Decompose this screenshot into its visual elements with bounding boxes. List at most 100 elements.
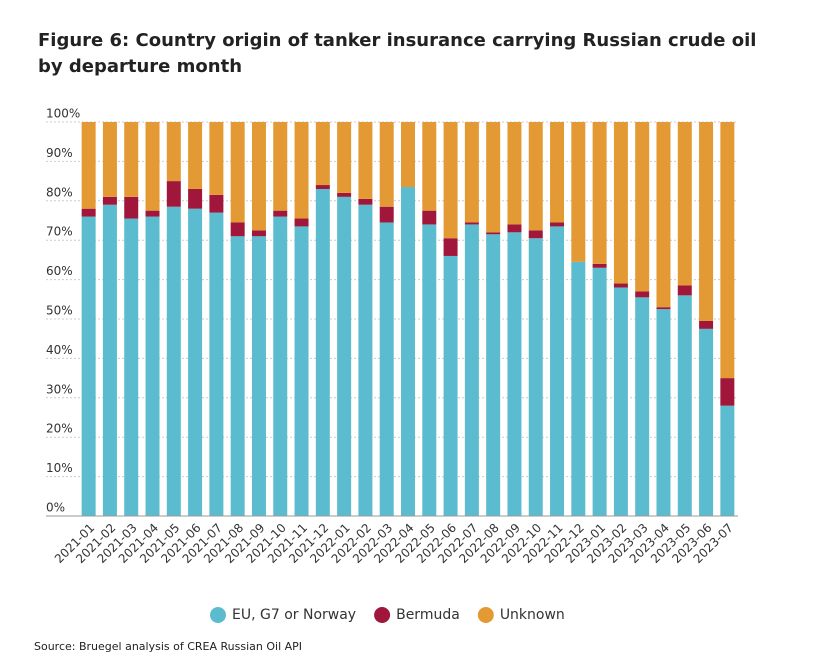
bar-segment [209,194,224,213]
y-tick-label: 90% [46,146,73,160]
bar-segment [81,208,96,217]
y-tick-label: 10% [46,461,73,475]
bar-segment [443,255,458,516]
bar-segment [145,122,160,211]
bar-segment [102,196,117,205]
bar-segment [166,181,181,207]
bar-segment [571,122,586,262]
y-tick-label: 70% [46,225,73,239]
bar-segment [464,122,479,223]
bar-segment [677,295,692,516]
bar-segment [528,122,543,231]
bar-segment [273,122,288,211]
legend-label: Bermuda [396,607,460,623]
bar-segment [124,122,139,197]
y-tick-label: 0% [46,501,65,515]
bar-segment [337,122,352,193]
bar-segment [550,122,565,223]
bar-segment [379,222,394,516]
bar-segment [209,122,224,195]
bar-segment [337,192,352,197]
y-tick-label: 20% [46,422,73,436]
bar-segment [273,216,288,516]
bar-segment [571,261,586,516]
bar-segment [315,122,330,186]
y-tick-label: 40% [46,343,73,357]
bar-segment [656,309,671,516]
bar-segment [188,188,203,209]
bar-segment [230,122,245,223]
bar-segment [315,188,330,517]
bar-segment [486,232,501,235]
bar-segment [401,122,415,188]
bar-segment [102,204,117,517]
source-note: Source: Bruegel analysis of CREA Russian… [34,640,303,653]
bar-segment [230,236,245,516]
bar-segment [209,212,224,516]
bar-segment [699,328,714,516]
bar-segment [507,232,522,516]
bar-segment [443,122,458,239]
bar-segment [251,236,266,516]
bar-segment [613,287,628,516]
bar-segment [443,238,458,256]
y-tick-label: 100% [46,107,80,121]
bar-segment [358,204,373,517]
bar-segment [464,224,479,516]
bar-segment [635,122,650,292]
bar-segment [81,122,96,209]
bar-segment [166,206,181,516]
bar-segment [550,226,565,516]
bar-segment [507,122,522,225]
legend-marker [374,607,391,623]
bar-segment [422,122,437,211]
bar-segment [592,122,607,264]
bar-segment [422,210,437,225]
bar-segment [251,122,266,231]
bar-segment [294,218,309,227]
bar-segment [464,222,479,225]
bar-segment [656,122,671,308]
bar-segment [592,267,607,516]
bar-segment [528,230,543,239]
bar-segment [699,122,714,321]
bar-segment [145,210,160,217]
legend-marker [477,607,494,623]
bar-segment [230,222,245,237]
bar-segment [166,122,181,182]
bar-segment [720,122,735,379]
bar-segment [656,307,671,310]
bar-segment [550,222,565,227]
bar-segment [486,234,501,517]
bar-segment [592,263,607,268]
bar-segment [401,187,415,516]
legend-marker [210,607,226,623]
bar-segment [124,218,139,516]
bar-segment [81,216,96,516]
bar-segment [379,206,394,223]
bar-segment [613,283,628,288]
bar-segment [251,230,266,237]
bar-segment [379,122,394,207]
bar-segment [528,238,543,517]
bar-segment [124,196,139,219]
legend-label: EU, G7 or Norway [232,607,356,623]
bar-segment [507,224,522,233]
bar-segment [337,196,352,517]
bar-segment [613,122,628,284]
y-tick-label: 80% [46,185,73,199]
bar-segment [188,122,203,189]
bar-segment [273,210,288,217]
legend-label: Unknown [500,607,565,623]
bar-segment [358,198,373,205]
chart-title: Figure 6: Country origin of tanker insur… [38,30,757,77]
y-tick-label: 30% [46,382,73,396]
bar-segment [102,122,117,197]
bar-segment [720,378,735,406]
bar-segment [315,185,330,189]
y-tick-label: 60% [46,264,73,278]
y-tick-label: 50% [46,304,73,318]
bar-segment [486,122,501,233]
